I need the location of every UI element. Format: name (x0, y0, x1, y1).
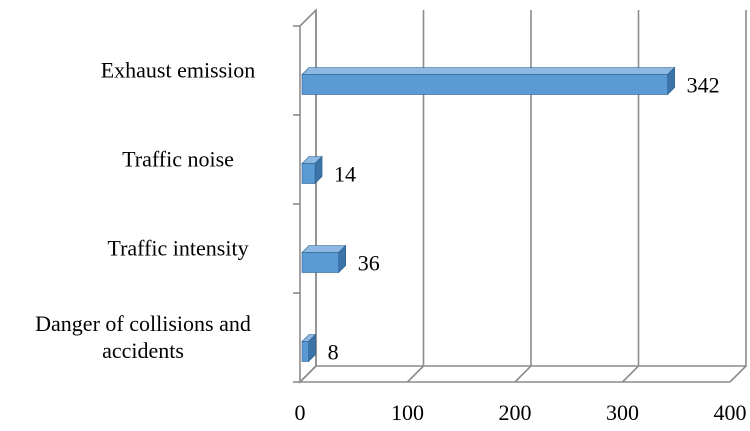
category-label: Exhaust emission (101, 58, 256, 83)
data-label: 36 (358, 251, 380, 276)
bar-top-face (301, 245, 347, 253)
data-label: 342 (687, 73, 720, 98)
category-label-line: Exhaust emission (101, 58, 256, 83)
bar (301, 333, 317, 363)
bar-layer (301, 66, 676, 363)
gridline (514, 10, 532, 383)
category-label-line: accidents (102, 338, 184, 363)
category-label: Traffic noise (122, 147, 234, 172)
bar-front-face (301, 341, 309, 362)
axis-layer (293, 8, 746, 384)
x-tick-label: 200 (499, 400, 532, 425)
category-label: Danger of collisions and accidents (35, 311, 251, 363)
bar (301, 155, 323, 185)
bar-top-face (301, 67, 676, 75)
category-label-line: Traffic noise (122, 147, 234, 172)
bar-front-face (301, 252, 340, 273)
gridline (729, 10, 747, 383)
bar-front-face (301, 74, 668, 95)
x-tick-label: 400 (714, 400, 747, 425)
category-label-line: Danger of collisions and (35, 311, 251, 336)
label-layer: 0 100 200 300 400 342 Exhaust emission 14 Traffi… (35, 58, 746, 426)
x-tick-label: 100 (391, 400, 424, 425)
side-wall (299, 8, 317, 384)
gridline (621, 10, 640, 383)
bar (301, 244, 347, 274)
x-tick-label: 300 (606, 400, 639, 425)
gridline (299, 10, 317, 383)
grid-layer (299, 10, 747, 383)
category-label: Traffic intensity (107, 236, 248, 261)
x-tick-label: 0 (295, 400, 306, 425)
data-label: 14 (334, 162, 356, 187)
category-label-line: Traffic intensity (107, 236, 248, 261)
bar (301, 66, 676, 96)
bar-front-face (301, 163, 316, 184)
gridline (406, 10, 425, 383)
data-label: 8 (328, 340, 339, 365)
